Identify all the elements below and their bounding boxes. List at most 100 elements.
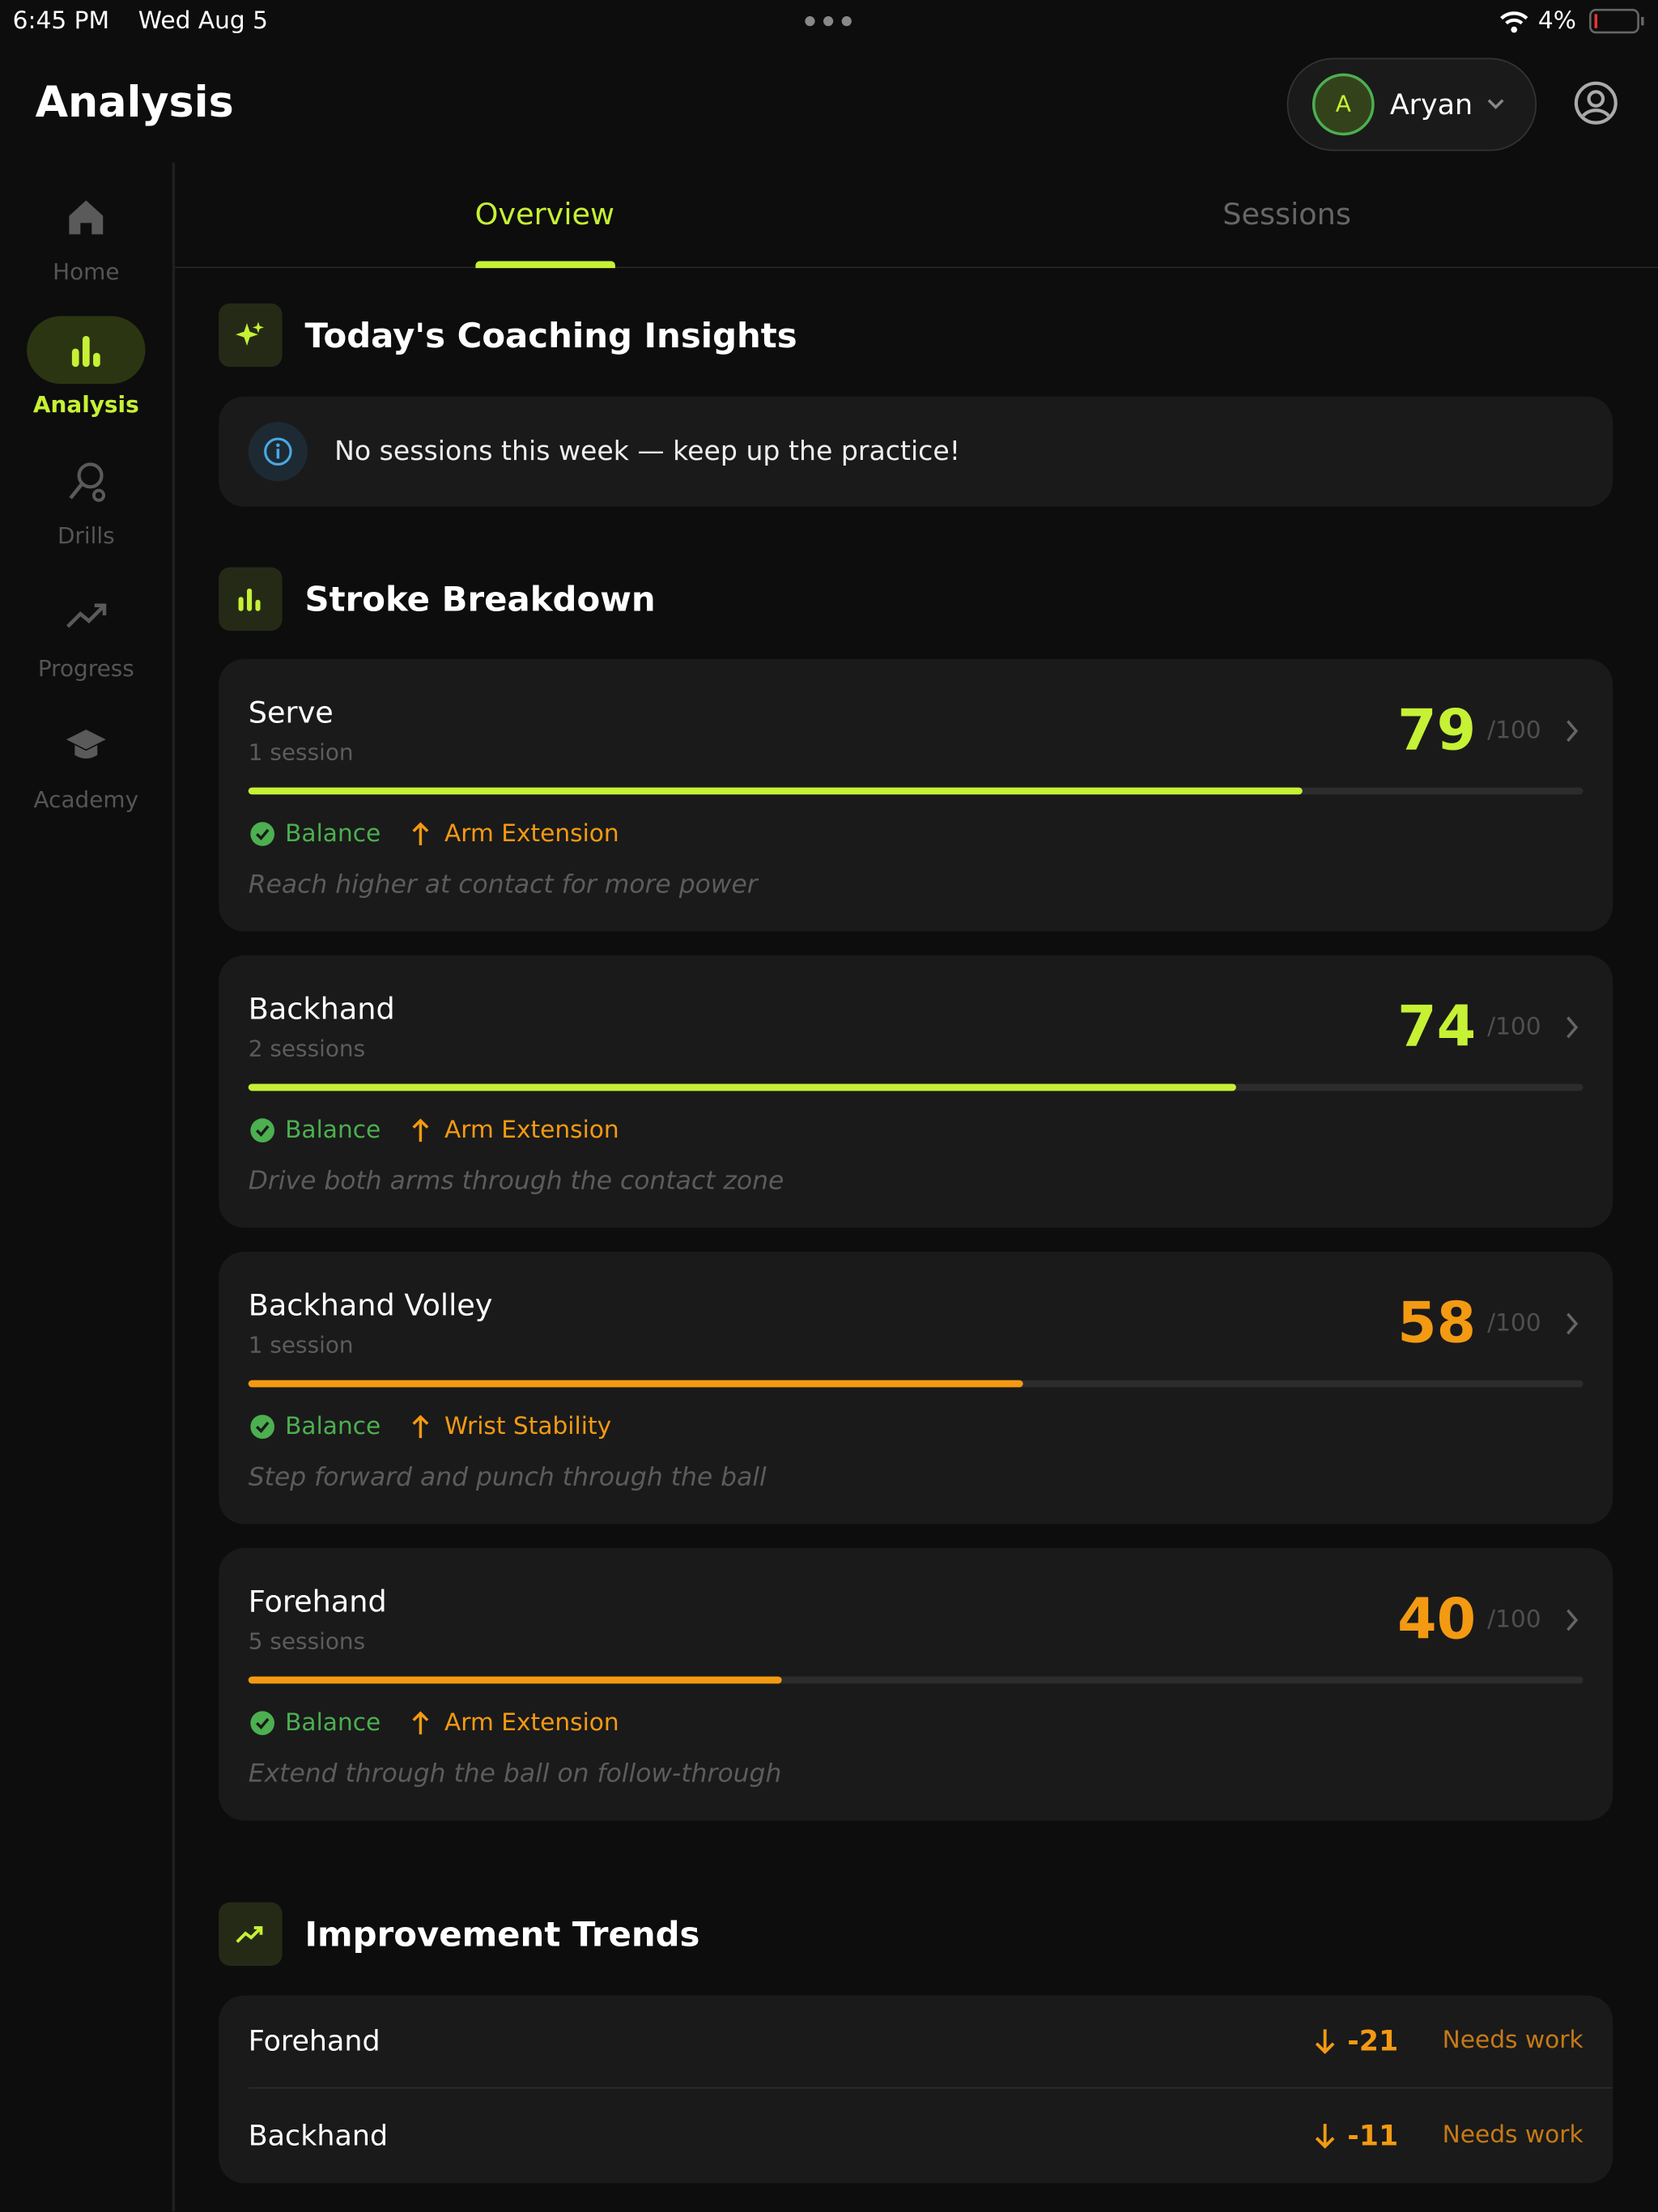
trend-row[interactable]: Forehand -21 Needs work (219, 1994, 1613, 2087)
arrow-down-icon (1315, 2029, 1335, 2055)
trend-name: Forehand (248, 2023, 380, 2058)
stroke-card[interactable]: Backhand 2 sessions 74/100 Balance Arm Exten… (219, 955, 1613, 1228)
sidebar-item[interactable]: Progress (0, 569, 172, 696)
trends-card: Forehand -21 Needs work Backhand -11 Needs wo… (219, 1994, 1613, 2184)
chevron-down (1487, 99, 1504, 109)
stroke-card[interactable]: Forehand 5 sessions 40/100 Balance Arm Exten… (219, 1548, 1613, 1821)
stroke-name: Forehand (248, 1585, 387, 1619)
session-count: 1 session (248, 738, 354, 766)
sidebar-item[interactable]: Academy (0, 701, 172, 828)
sidebar-item[interactable]: Analysis (0, 305, 172, 432)
strength-label: Balance (285, 1116, 381, 1145)
strength-label: Balance (285, 1412, 381, 1441)
page-title: Analysis (35, 78, 234, 128)
section-title: Improvement Trends (304, 1915, 700, 1955)
stroke-name: Backhand (248, 992, 395, 1027)
row-divider (248, 2087, 1613, 2089)
tab[interactable]: Overview (333, 169, 756, 269)
strength-label: Balance (285, 1708, 381, 1738)
stroke-card[interactable]: Serve 1 session 79/100 Balance Arm Extension… (219, 658, 1613, 932)
coaching-tip: Reach higher at contact for more power (248, 870, 758, 900)
check-icon (250, 1711, 275, 1735)
check-icon (250, 1414, 275, 1439)
sidebar-icon (69, 200, 104, 235)
chevron-right (1567, 1016, 1579, 1039)
score: 74 (1397, 994, 1477, 1060)
score: 58 (1397, 1291, 1477, 1357)
status-time: 6:45 PM (12, 6, 110, 36)
multitask-dots (805, 16, 852, 27)
sidebar-item[interactable]: Drills (0, 437, 172, 564)
score-max: /100 (1487, 1013, 1541, 1042)
stroke-card[interactable]: Backhand Volley 1 session 58/100 Balance Wri… (219, 1252, 1613, 1525)
sidebar-label: Drills (57, 521, 115, 550)
arrow-up-icon (412, 1118, 429, 1142)
chevron-right (1567, 1312, 1579, 1335)
user-name: Aryan (1389, 87, 1473, 121)
section-icon (236, 1925, 263, 1943)
arrow-down-icon (1315, 2124, 1335, 2149)
avatar: A (1312, 73, 1375, 136)
sidebar-label: Academy (33, 785, 139, 813)
chevron-right (1567, 1609, 1579, 1631)
coaching-tip: Drive both arms through the contact zone (248, 1166, 784, 1197)
trend-change: -21 (1347, 2023, 1399, 2058)
sidebar-icon (71, 334, 100, 367)
tab-divider (175, 266, 1658, 269)
focus-label: Arm Extension (444, 1708, 619, 1738)
trend-status: Needs work (1442, 2121, 1584, 2150)
score-max: /100 (1487, 1606, 1541, 1635)
score-track (248, 1083, 1584, 1091)
tab-underline (475, 261, 615, 269)
chevron-right (1567, 720, 1579, 742)
score-track (248, 787, 1584, 795)
trend-change: -11 (1347, 2118, 1399, 2153)
profile-button[interactable] (1573, 80, 1618, 125)
strength-label: Balance (285, 819, 381, 849)
score-bar (248, 1083, 1236, 1091)
score-bar (248, 1380, 1023, 1388)
user-switcher[interactable]: A Aryan (1286, 57, 1537, 151)
sidebar-icon (69, 462, 106, 502)
tab[interactable]: Sessions (1075, 169, 1499, 268)
section-icon-box (219, 1902, 283, 1966)
wifi-icon (1500, 11, 1528, 33)
focus-label: Arm Extension (444, 1116, 619, 1145)
stroke-name: Serve (248, 696, 334, 730)
tab-label: Overview (474, 198, 614, 232)
score-max: /100 (1487, 717, 1541, 746)
section-icon (236, 321, 264, 347)
sidebar-label: Analysis (32, 389, 139, 418)
score-bar (248, 1676, 783, 1684)
arrow-up-icon (412, 1711, 429, 1735)
arrow-up-icon (412, 1414, 429, 1439)
coaching-tip: Extend through the ball on follow-throug… (248, 1759, 782, 1789)
trend-row[interactable]: Backhand -11 Needs work (219, 2089, 1613, 2182)
check-icon (250, 1118, 275, 1142)
session-count: 5 sessions (248, 1627, 366, 1655)
battery-icon (1589, 8, 1644, 34)
section-icon (238, 588, 261, 611)
session-count: 2 sessions (248, 1035, 366, 1062)
focus-label: Wrist Stability (444, 1412, 612, 1441)
score-track (248, 1676, 1584, 1684)
trend-name: Backhand (248, 2118, 389, 2153)
section-title: Stroke Breakdown (304, 580, 656, 620)
focus-label: Arm Extension (444, 819, 619, 849)
battery-percent: 4% (1537, 6, 1576, 36)
sidebar-item[interactable]: Home (0, 173, 172, 300)
trend-status: Needs work (1442, 2026, 1584, 2055)
sidebar-icon (66, 602, 107, 627)
sidebar-icon (66, 730, 106, 759)
arrow-up-icon (412, 822, 429, 846)
sidebar-label: Home (53, 257, 120, 286)
score: 40 (1397, 1587, 1477, 1653)
score-track (248, 1380, 1584, 1388)
score-max: /100 (1487, 1309, 1541, 1338)
stroke-name: Backhand Volley (248, 1288, 493, 1323)
status-date: Wed Aug 5 (138, 6, 268, 36)
sidebar: Home Analysis Drills Progress Academy (0, 162, 176, 2212)
insight-message: No sessions this week — keep up the prac… (334, 436, 961, 467)
